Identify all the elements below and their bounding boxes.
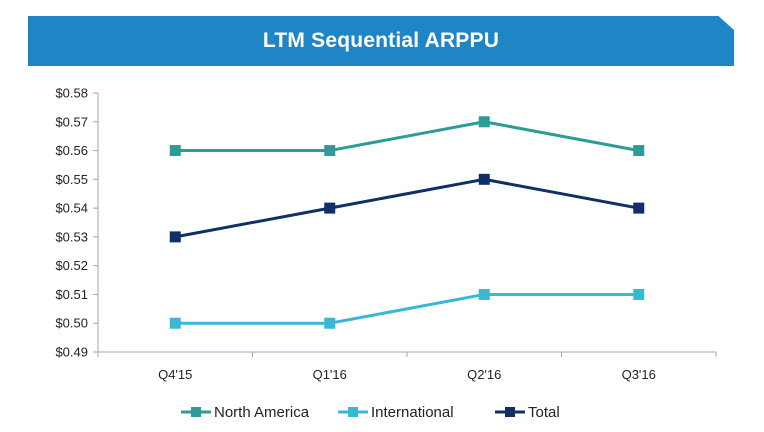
legend-marker [191, 407, 201, 417]
data-point-north-america [169, 145, 181, 157]
y-tick-label: $0.56 [55, 143, 88, 158]
y-tick-label: $0.57 [55, 114, 88, 129]
data-point-north-america [478, 116, 490, 128]
series-line-total [174, 177, 640, 239]
series-line-international [175, 292, 639, 325]
y-tick-label: $0.49 [55, 345, 88, 360]
y-tick-label: $0.52 [55, 258, 88, 273]
y-tick-label: $0.54 [55, 201, 88, 216]
legend-label: International [371, 404, 454, 421]
series-total [169, 173, 645, 243]
y-tick-label: $0.58 [55, 86, 88, 101]
legend-label: North America [214, 404, 310, 421]
x-tick-label: Q2'16 [467, 367, 501, 382]
legend-label: Total [528, 404, 560, 421]
x-tick-label: Q3'16 [622, 367, 656, 382]
y-tick-label: $0.51 [55, 287, 88, 302]
data-point-total [169, 231, 181, 243]
x-tick-label: Q4'15 [158, 367, 192, 382]
data-point-international [633, 288, 645, 300]
legend-marker [505, 407, 515, 417]
series-line-north-america [175, 120, 640, 153]
series-north-america [169, 116, 645, 157]
x-tick-label: Q1'16 [313, 367, 347, 382]
data-point-north-america [633, 145, 645, 157]
chart-title-banner: LTM Sequential ARPPU [28, 16, 734, 66]
data-point-international [324, 317, 336, 329]
y-tick-label: $0.53 [55, 229, 88, 244]
y-tick-label: $0.55 [55, 172, 88, 187]
chart-title: LTM Sequential ARPPU [262, 29, 500, 52]
data-point-total [324, 202, 336, 214]
data-point-total [478, 173, 490, 185]
data-point-international [169, 317, 181, 329]
series-international [169, 288, 645, 329]
data-point-international [478, 288, 490, 300]
legend-marker [348, 407, 358, 417]
y-tick-label: $0.50 [55, 316, 88, 331]
legend-item-total: Total [495, 404, 560, 421]
legend-item-north-america: North America [181, 404, 310, 421]
data-point-north-america [324, 145, 336, 157]
data-point-total [633, 202, 645, 214]
legend-item-international: International [338, 404, 454, 421]
